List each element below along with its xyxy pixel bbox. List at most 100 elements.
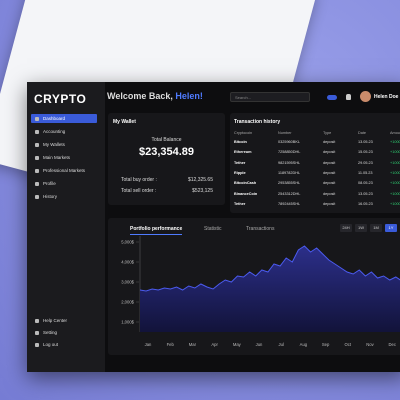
table-cell: 15.05.23 <box>358 150 373 155</box>
x-tick-label: Dec <box>388 342 395 347</box>
table-cell: deposit <box>323 170 336 175</box>
buy-value: $12,325.65 <box>187 177 213 183</box>
menu-item[interactable]: Log out <box>31 340 97 349</box>
range-button[interactable]: 1Y <box>385 224 397 232</box>
wallet-title: My Wallet <box>113 119 136 125</box>
menu-item[interactable]: Accounting <box>31 127 97 136</box>
y-tick-label: 3,000$ <box>121 280 134 285</box>
balance-label: Total Balance <box>151 137 182 143</box>
table-cell: 2543312DHL <box>278 191 301 196</box>
table-cell: 08.05.23 <box>358 181 373 186</box>
y-tick-label: 5,000$ <box>121 240 134 245</box>
menu-item[interactable]: Professional Markets <box>31 166 97 175</box>
table-cell: +1000 <box>390 160 400 165</box>
table-cell: 29.05.23 <box>358 160 373 165</box>
range-button[interactable]: 1W <box>355 224 367 232</box>
column-header: Cryptocoin <box>234 131 253 135</box>
table-cell: Tether <box>234 201 246 206</box>
x-tick-label: Sep <box>322 342 330 347</box>
table-cell: +1000 <box>390 170 400 175</box>
menu-item[interactable]: Profile <box>31 179 97 188</box>
table-cell: +1000 <box>390 181 400 186</box>
x-tick-label: Mar <box>189 342 197 347</box>
x-tick-label: Jun <box>256 342 263 347</box>
greeting: Welcome Back, Helen! <box>107 91 203 101</box>
menu-item[interactable]: Setting <box>31 328 97 337</box>
table-cell: 11.05.23 <box>358 170 373 175</box>
range-button[interactable]: 24H <box>340 224 352 232</box>
x-tick-label: May <box>233 342 242 347</box>
column-header: Number <box>278 131 292 135</box>
table-cell: 0325960BKL <box>278 140 300 144</box>
toggle[interactable] <box>327 95 337 100</box>
table-cell: 2953855SHL <box>278 181 301 186</box>
x-tick-label: Jan <box>145 342 152 347</box>
table-cell: Ethereum <box>234 150 252 155</box>
balance: $23,354.89 <box>138 146 195 158</box>
range-button[interactable]: 1M <box>370 224 382 232</box>
menu-item[interactable]: My Wallets <box>31 140 97 149</box>
transaction-title: Transaction history <box>234 119 281 125</box>
table-cell: 1189782DHL <box>278 170 301 175</box>
wallet-card: My Wallet Total Balance $23,354.89 Total… <box>108 113 225 205</box>
table-cell: 13.05.23 <box>358 191 373 196</box>
chart-tab[interactable]: Transactions <box>246 226 275 232</box>
table-cell: deposit <box>323 181 336 186</box>
table-cell: Ripple <box>234 170 246 175</box>
table-cell: 7892445SHL <box>278 201 301 206</box>
x-tick-label: Jul <box>279 342 284 347</box>
column-header: Amount <box>390 131 400 135</box>
profile-name[interactable]: Helen Doe <box>374 94 399 100</box>
menu-item[interactable]: Help Center <box>31 316 97 325</box>
table-cell: BitcoinCash <box>234 181 257 186</box>
avatar[interactable] <box>360 91 371 102</box>
menu-item[interactable]: Main Markets <box>31 153 97 162</box>
table-cell: 7258850DHL <box>278 150 301 155</box>
table-cell: deposit <box>323 140 336 144</box>
area <box>140 246 400 332</box>
user-name: Helen! <box>175 91 203 101</box>
x-tick-label: Nov <box>366 342 374 347</box>
y-tick-label: 2,000$ <box>121 300 134 305</box>
column-header: Type <box>323 131 332 135</box>
column-header: Date <box>358 131 367 135</box>
y-tick-label: 1,000$ <box>121 320 134 325</box>
buy-label: Total buy order : <box>121 177 157 183</box>
chart-tab[interactable]: Statistic <box>204 226 222 232</box>
table-cell: 16.05.23 <box>358 201 373 206</box>
table-cell: BinanceCoin <box>234 191 258 196</box>
table-cell: +1000 <box>390 191 400 196</box>
table-cell: +1000 <box>390 150 400 155</box>
chart-card: 5,000$ 4,000$ 3,000$ 2,000$ 1,000$ Jan Feb Mar A… <box>108 218 400 355</box>
sell-value: $523,125 <box>192 188 213 194</box>
menu-item[interactable]: History <box>31 192 97 201</box>
greeting-text: Welcome Back, <box>107 91 173 101</box>
x-tick-label: Aug <box>300 342 308 347</box>
x-tick-label: Oct <box>345 342 352 347</box>
transaction-card: Transaction history Cryptocoin Number Type… <box>230 113 400 213</box>
table-cell: 13.05.23 <box>358 140 373 144</box>
sidebar: CRYPTO Dashboard Accounting My Wallets Main… <box>27 82 105 372</box>
x-tick-label: Feb <box>167 342 175 347</box>
y-tick-label: 4,000$ <box>121 260 134 265</box>
chart-tab[interactable]: Portfolio performance <box>130 226 183 235</box>
line <box>139 245 400 292</box>
table-cell: +1000 <box>390 140 400 144</box>
table-cell: deposit <box>323 201 336 206</box>
dashboard: CRYPTO Dashboard Accounting My Wallets Main… <box>27 82 400 372</box>
table-cell: Bitcoin <box>234 140 247 144</box>
table-cell: deposit <box>323 191 336 196</box>
menu-item[interactable]: Dashboard <box>31 114 97 123</box>
search-box[interactable]: Search... <box>230 92 310 102</box>
table-cell: deposit <box>323 150 336 155</box>
table-cell: Tether <box>234 160 246 165</box>
brand: CRYPTO <box>34 92 87 106</box>
table-cell: 9821595SHL <box>278 160 301 165</box>
table-cell: +1000 <box>390 201 400 206</box>
sell-label: Total sell order : <box>121 188 157 194</box>
x-tick-label: Apr <box>211 342 218 347</box>
table-cell: deposit <box>323 160 336 165</box>
bell-icon[interactable] <box>346 94 351 100</box>
chart: 5,000$ 4,000$ 3,000$ 2,000$ 1,000$ Jan Feb Mar A… <box>121 236 400 347</box>
